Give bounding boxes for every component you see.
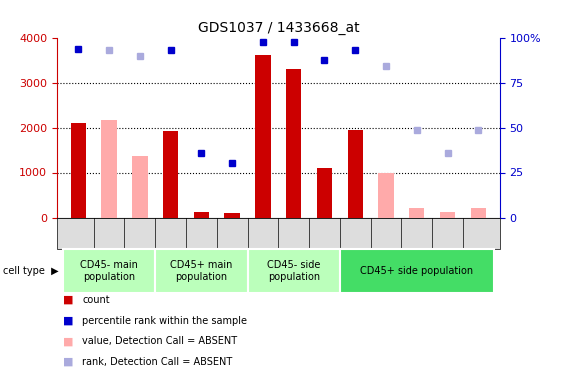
Text: value, Detection Call = ABSENT: value, Detection Call = ABSENT <box>82 336 237 346</box>
Text: CD45- side
population: CD45- side population <box>267 260 320 282</box>
Text: rank, Detection Call = ABSENT: rank, Detection Call = ABSENT <box>82 357 233 367</box>
Text: CD45+ side population: CD45+ side population <box>360 266 473 276</box>
Bar <box>440 212 455 217</box>
Bar <box>102 120 117 218</box>
Bar <box>317 168 332 217</box>
Title: GDS1037 / 1433668_at: GDS1037 / 1433668_at <box>198 21 359 35</box>
Bar <box>70 123 86 218</box>
Bar <box>194 211 209 217</box>
Bar <box>163 131 178 218</box>
Text: count: count <box>82 295 110 305</box>
Bar <box>286 69 302 218</box>
Bar <box>132 156 148 218</box>
Text: ■: ■ <box>63 316 73 326</box>
Text: ■: ■ <box>63 295 73 305</box>
Text: ■: ■ <box>63 336 73 346</box>
Bar <box>378 172 394 217</box>
Text: CD45+ main
population: CD45+ main population <box>170 260 232 282</box>
Bar <box>409 208 424 218</box>
Text: percentile rank within the sample: percentile rank within the sample <box>82 316 247 326</box>
Text: cell type  ▶: cell type ▶ <box>3 266 59 276</box>
Bar <box>471 208 486 218</box>
Bar <box>224 213 240 217</box>
Bar <box>348 130 363 218</box>
Text: ■: ■ <box>63 357 73 367</box>
Bar <box>255 55 270 217</box>
Text: CD45- main
population: CD45- main population <box>80 260 138 282</box>
